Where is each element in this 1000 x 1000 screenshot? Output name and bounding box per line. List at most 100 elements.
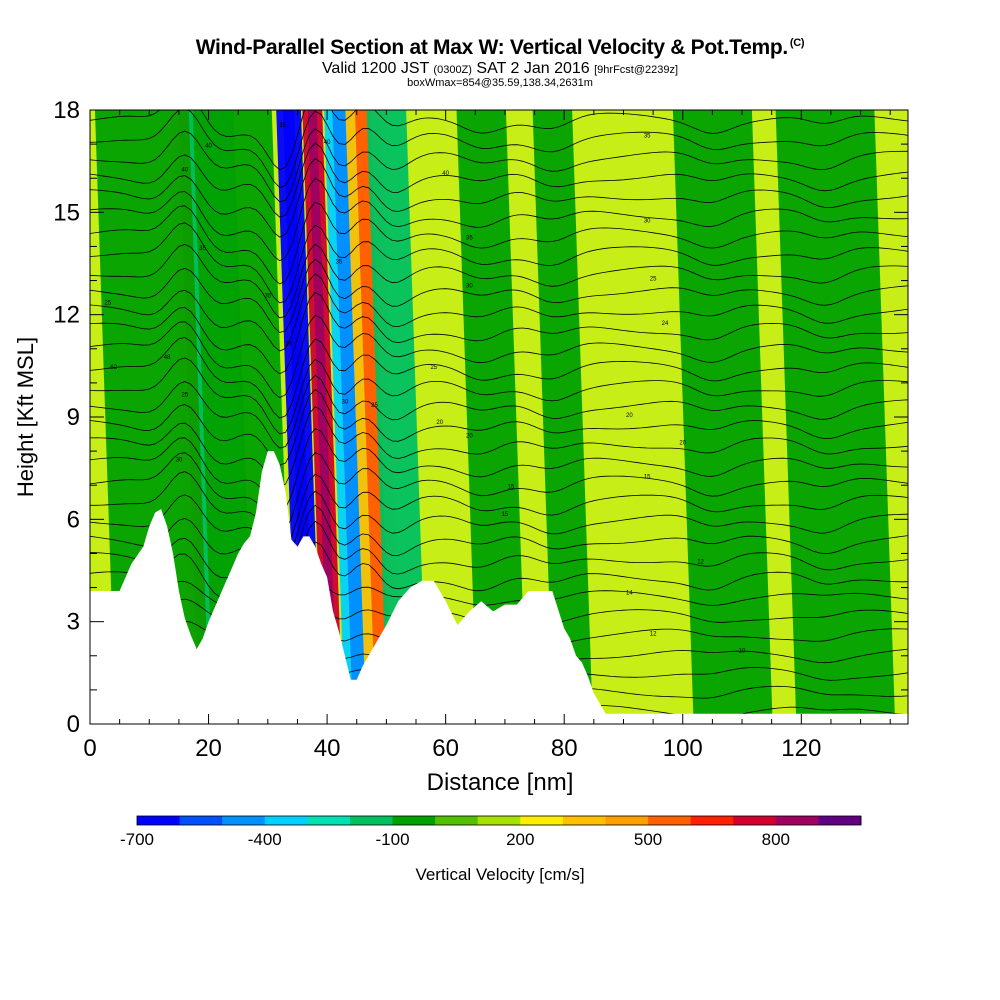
colorbar-tick-label: 800 [762, 830, 790, 849]
axes: 0 20 40 60 80 100 120 0 3 6 9 12 15 18 [53, 97, 908, 762]
colorbar-swatch [349, 816, 394, 825]
colorbar-swatch [222, 816, 266, 825]
isentrope-label: 24 [662, 321, 669, 327]
velocity-band-downdraft [366, 110, 427, 724]
valid-time: Valid 1200 JST [321, 60, 429, 77]
colorbar-swatch [562, 816, 606, 825]
isentrope-line [90, 406, 908, 488]
chart-title-mark: (C) [789, 37, 805, 49]
isentrope-label: 30 [466, 283, 473, 289]
colorbar-swatch [818, 816, 862, 825]
isentrope-line [90, 291, 908, 375]
velocity-band-downdraft [456, 110, 527, 724]
isentrope-line [90, 201, 908, 285]
isentrope-line [90, 451, 908, 534]
isentrope-label: 30 [176, 457, 183, 463]
isentrope-label: 35 [644, 133, 651, 139]
isentrope-line [90, 243, 908, 319]
colorbar-swatch [392, 816, 436, 825]
velocity-band-downdraft [672, 110, 773, 724]
colorbar-swatch [264, 816, 308, 825]
isentrope-line [90, 427, 908, 512]
colorbar-swatch [179, 816, 223, 825]
x-axis-label: Distance [nm] [427, 769, 574, 796]
isentrope-line [90, 258, 908, 333]
isentrope-label: 20 [436, 420, 443, 426]
colorbar-swatch [477, 816, 521, 825]
y-tick-label: 6 [67, 506, 80, 533]
velocity-band-downdraft [532, 110, 593, 724]
isentrope-label: 15 [502, 512, 509, 518]
x-tick-label: 100 [663, 735, 703, 762]
x-tick-label: 60 [432, 735, 459, 762]
isentrope-label: 62 [110, 365, 117, 371]
isentrope-line [90, 504, 908, 581]
plot-area: 25 62 48 25 30 40 40 35 35 35 28 40 35 30 25 40 35 30 25 20… [90, 110, 908, 724]
isentrope-line [90, 128, 908, 203]
colorbar-swatch [733, 816, 777, 825]
isentrope-label: 35 [336, 260, 343, 266]
isentrope-line [90, 520, 908, 601]
isentrope-label: 35 [466, 236, 473, 242]
colorbar-tick-label: 200 [506, 830, 534, 849]
colorbar-swatch [648, 816, 692, 825]
colorbar-tick-label: -400 [248, 830, 282, 849]
isentrope-label: 25 [104, 300, 111, 306]
chart-title-text: Wind-Parallel Section at Max W: Vertical… [195, 36, 789, 59]
x-tick-label: 120 [781, 735, 821, 762]
isentrope-label: 35 [279, 123, 286, 129]
isentrope-label: 12 [650, 631, 657, 637]
x-tick-label: 0 [83, 735, 96, 762]
isentrope-label: 10 [739, 648, 746, 654]
isentrope-label: 25 [371, 403, 378, 409]
isentrope-label: 20 [466, 433, 473, 439]
y-axis-label: Height [Kft MSL] [13, 337, 38, 497]
colorbar-swatch [137, 816, 181, 825]
isentrope-label: 40 [324, 140, 331, 146]
isentrope-line [90, 142, 908, 218]
colorbar-tick-label: -100 [376, 830, 410, 849]
isentrope-label: 30 [644, 219, 651, 225]
colorbar-swatch [520, 816, 564, 825]
isentrope-label: 35 [264, 294, 271, 300]
isentrope-line [90, 177, 908, 262]
isentrope-line [90, 222, 908, 304]
isentrope-label: 28 [285, 341, 292, 347]
isentrope-line [90, 314, 908, 399]
colorbar-tick-label: -700 [120, 830, 154, 849]
x-tick-label: 40 [314, 735, 341, 762]
x-tick-label: 80 [551, 735, 578, 762]
colorbar-frame [136, 815, 862, 826]
valid-utc: (0300Z) [433, 64, 472, 76]
isentrope-label: 35 [199, 246, 206, 252]
y-tick-label: 12 [53, 302, 80, 329]
x-tick-label: 20 [195, 735, 222, 762]
colorbar-swatch [605, 816, 649, 825]
velocity-core-updraft [354, 110, 392, 724]
chart-subtitle: Valid 1200 JST (0300Z) SAT 2 Jan 2016 [9… [0, 60, 1000, 78]
y-tick-label: 9 [67, 404, 80, 431]
isentrope-label: 48 [164, 355, 171, 361]
isentrope-label: 25 [430, 365, 437, 371]
isentrope-label: 20 [679, 440, 686, 446]
colorbar-swatch [690, 816, 734, 825]
isentrope-line [90, 110, 908, 188]
y-tick-label: 0 [67, 711, 80, 738]
velocity-core-downdraft [332, 110, 367, 724]
chart-title: Wind-Parallel Section at Max W: Vertical… [0, 36, 1000, 60]
box-info: boxWmax=854@35.59,138.34,2631m [407, 77, 593, 89]
colorbar: -700 -400 -100 200 500 800 [120, 815, 862, 849]
isentrope-label: 12 [697, 560, 704, 566]
isentrope-line [90, 490, 908, 565]
isentrope-line [90, 110, 908, 171]
isentrope-label: 25 [650, 277, 657, 283]
velocity-core-updraft [307, 110, 338, 724]
isentrope-label: 15 [508, 485, 515, 491]
forecast-info: [9hrFcst@2239z] [594, 64, 679, 76]
colorbar-swatch [775, 816, 819, 825]
isentrope-label: 25 [181, 393, 188, 399]
colorbar-tick-label: 500 [634, 830, 662, 849]
isentrope-label: 40 [181, 167, 188, 173]
isentrope-line [90, 337, 908, 419]
